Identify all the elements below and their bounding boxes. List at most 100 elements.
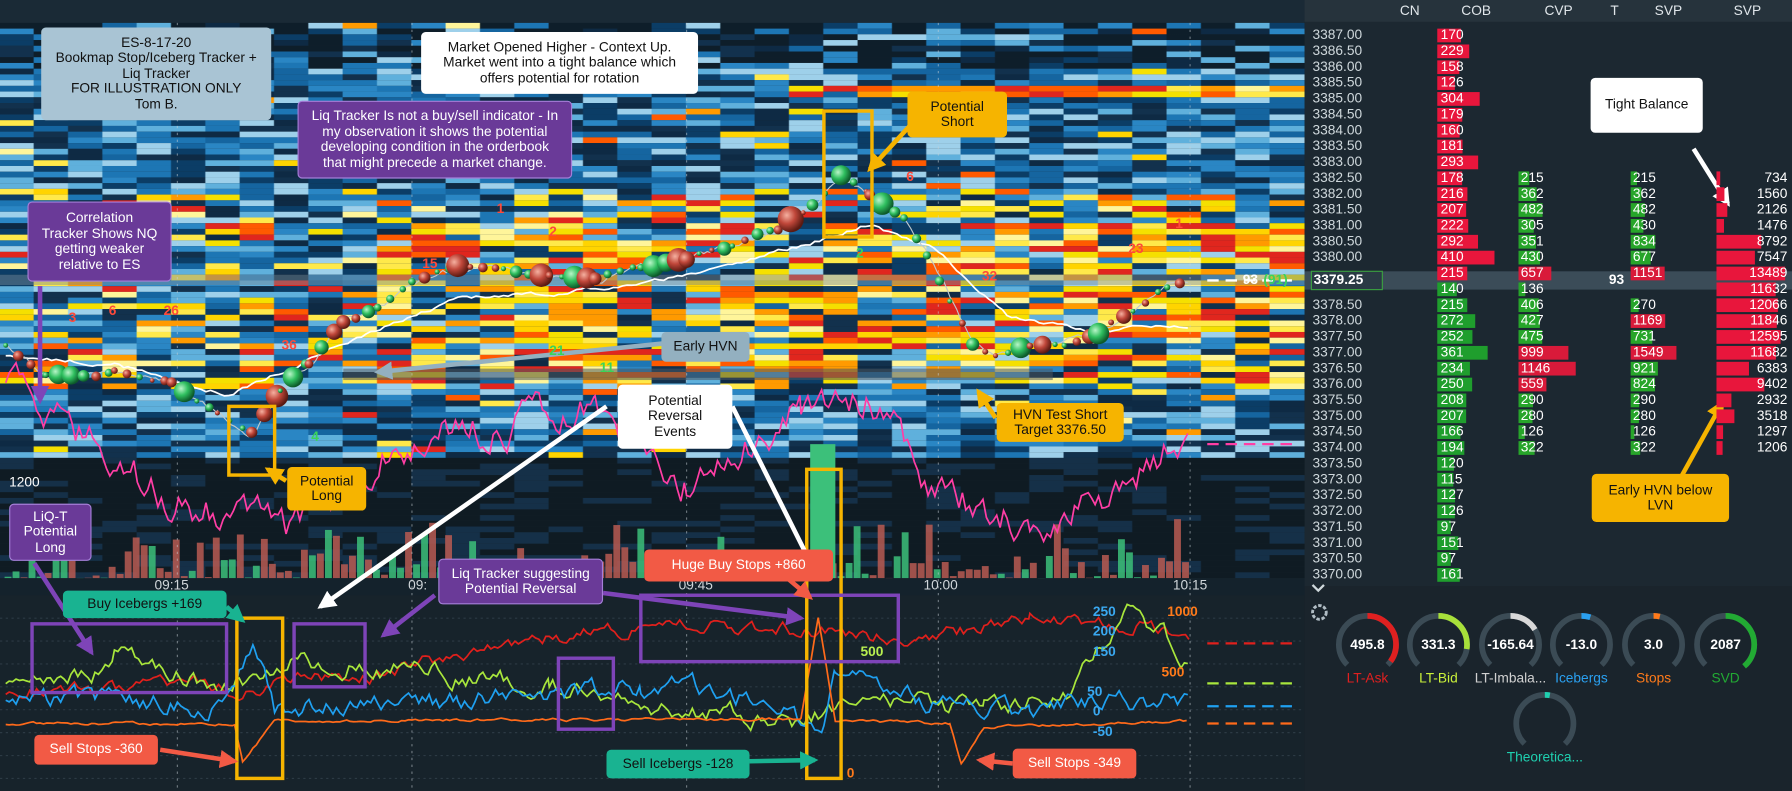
time-label: 09:15	[154, 578, 189, 593]
trade-bubble	[922, 251, 931, 260]
t-bar	[1630, 393, 1640, 408]
chart-marker: 0	[847, 765, 855, 780]
price: 3376.50	[1313, 360, 1363, 375]
column-header: CN	[1400, 3, 1420, 18]
heatmap-row	[0, 286, 1305, 292]
trade-bubble	[408, 277, 416, 286]
annotation-line: Correlation	[65, 209, 134, 226]
trade-bubble	[900, 214, 908, 222]
volume-bar	[869, 575, 877, 579]
trade-bubble	[696, 251, 702, 257]
cob-bar	[1437, 107, 1463, 122]
cob-value: 229	[1441, 43, 1464, 58]
volume-bar	[1166, 561, 1173, 579]
cob-bar	[1437, 393, 1467, 408]
trade-bubble	[326, 323, 343, 340]
cvp-bar	[1518, 425, 1525, 440]
trade-bubble	[751, 228, 764, 241]
axis-label: 1200	[9, 475, 40, 490]
heatmap-row	[0, 538, 1305, 544]
t-value: 1151	[1633, 265, 1662, 280]
annotation: Sell Stops -349	[1012, 748, 1137, 779]
volume-bar	[308, 555, 316, 579]
volume-bar	[124, 551, 132, 579]
trade-bubble	[104, 368, 113, 377]
volume-bar	[941, 562, 949, 579]
annotation: Buy Icebergs +169	[62, 590, 227, 619]
trade-bubble	[1087, 322, 1110, 345]
annotation-line: offers potential for rotation	[479, 69, 640, 86]
cob-value: 178	[1441, 170, 1464, 185]
cvp-value: 1146	[1521, 360, 1551, 375]
heatmap-row	[0, 97, 1305, 104]
svp-bar	[1716, 441, 1723, 455]
annotation-line: ES-8-17-20	[121, 34, 192, 51]
heatmap-row	[0, 543, 1305, 550]
volume-bar	[413, 564, 420, 579]
chart-marker: 200	[1093, 624, 1116, 639]
trade-bubble	[992, 353, 999, 359]
annotation: Sell Stops -360	[34, 734, 158, 765]
price: 3386.00	[1313, 59, 1363, 74]
volume-bar	[156, 568, 164, 579]
volume-bar	[1126, 552, 1133, 579]
annotation-line: Market Opened Higher - Context Up.	[447, 38, 672, 55]
heatmap-row	[0, 274, 1305, 281]
gauge-value: 2087	[1710, 637, 1741, 652]
volume-bar	[1069, 573, 1077, 579]
heatmap-row	[0, 515, 1305, 521]
volume-bar	[1142, 565, 1149, 579]
trade-bubble	[42, 371, 49, 379]
price: 3383.50	[1313, 138, 1363, 153]
annotation-line: Reversal	[648, 407, 703, 424]
volume-bar	[148, 545, 156, 579]
cob-bar	[1437, 155, 1479, 170]
volume-bar	[1101, 555, 1109, 579]
annotation-line: FOR ILLUSTRATION ONLY	[70, 80, 242, 97]
svp-value: 734	[1765, 170, 1788, 185]
annotation: Potential Reversal Events	[617, 384, 733, 449]
cob-bar	[1437, 187, 1468, 202]
annotation-line: getting weaker	[54, 240, 145, 257]
arrow	[373, 341, 664, 380]
cob-value: 293	[1441, 154, 1464, 169]
cob-value: 140	[1441, 281, 1464, 296]
trade-bubble	[773, 225, 783, 235]
volume-bar	[925, 524, 933, 579]
trade-bubble	[982, 348, 989, 355]
trade-bubble	[741, 236, 749, 244]
cob-bar	[1437, 361, 1470, 376]
cob-bar	[1437, 298, 1468, 313]
cvp-bar	[1518, 171, 1530, 186]
volume-bar	[1021, 569, 1029, 579]
svp-value: 12595	[1749, 329, 1788, 344]
heatmap-row	[0, 326, 1305, 332]
volume-bar	[292, 577, 300, 579]
chart-marker: 0	[1093, 704, 1101, 719]
highlight-box	[30, 622, 229, 695]
heatmap-row	[0, 457, 1305, 464]
svp-value: 6383	[1757, 360, 1788, 375]
trade-bubble	[966, 337, 980, 351]
chart-marker: 50	[1087, 684, 1103, 699]
highlight-box	[805, 467, 843, 781]
cob-value: 160	[1441, 122, 1464, 137]
cvp-bar	[1518, 330, 1543, 344]
volume-bar	[52, 545, 60, 579]
gauge-arc	[1406, 612, 1470, 676]
t-value: 430	[1633, 217, 1656, 232]
t-value: 322	[1633, 440, 1656, 455]
t-value: 1169	[1633, 313, 1662, 328]
column-header: SVP	[1655, 3, 1682, 18]
gauge-value: 331.3	[1421, 637, 1456, 652]
cob-value: 222	[1441, 217, 1464, 232]
current-t: 93	[1609, 272, 1625, 287]
annotation-line: developing condition in the orderbook	[320, 138, 549, 155]
svp-bar	[1716, 330, 1781, 344]
price: 3374.00	[1313, 440, 1363, 455]
cvp-bar	[1518, 282, 1526, 297]
volume-bar	[132, 537, 140, 579]
column-header: SVP	[1734, 3, 1761, 18]
cvp-value: 475	[1521, 329, 1544, 344]
heatmap-row	[0, 177, 1305, 184]
